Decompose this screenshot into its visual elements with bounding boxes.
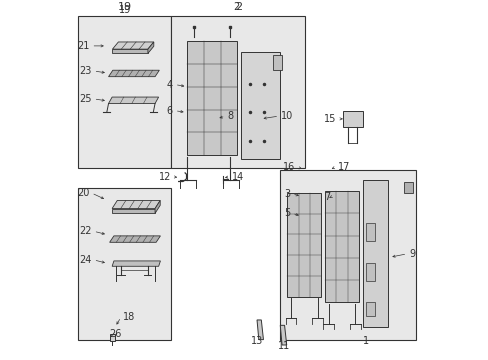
Polygon shape [112, 261, 160, 266]
Bar [366, 223, 374, 241]
Text: 23: 23 [79, 66, 92, 76]
Text: 24: 24 [79, 255, 92, 265]
Bar [187, 41, 237, 156]
Polygon shape [109, 236, 160, 242]
Polygon shape [112, 49, 147, 53]
Text: 18: 18 [122, 312, 135, 322]
Text: 25: 25 [79, 94, 92, 104]
Text: 13: 13 [250, 336, 263, 346]
Polygon shape [257, 320, 263, 339]
Polygon shape [112, 201, 160, 208]
Polygon shape [112, 42, 154, 49]
Text: 5: 5 [284, 208, 290, 218]
Text: 22: 22 [79, 226, 92, 236]
Polygon shape [108, 70, 159, 77]
Text: 21: 21 [77, 41, 89, 51]
Text: 1: 1 [362, 336, 368, 346]
Polygon shape [280, 325, 286, 345]
Text: 3: 3 [284, 189, 290, 199]
Bar [273, 55, 282, 69]
Text: 2: 2 [234, 2, 241, 12]
Bar [342, 111, 362, 127]
Text: 12: 12 [159, 172, 171, 182]
Text: 14: 14 [231, 172, 244, 182]
Text: 17: 17 [337, 162, 349, 172]
Text: 2: 2 [233, 2, 239, 12]
Bar [78, 16, 171, 168]
Polygon shape [155, 201, 160, 213]
Bar [366, 302, 374, 316]
Bar [287, 193, 321, 297]
Text: 16: 16 [283, 162, 295, 172]
Text: 7: 7 [324, 192, 330, 202]
Polygon shape [108, 97, 158, 104]
Bar [362, 180, 387, 327]
Text: 19: 19 [117, 2, 131, 12]
Bar [366, 263, 374, 280]
Polygon shape [147, 42, 154, 53]
Bar [241, 51, 280, 159]
Text: 9: 9 [408, 249, 414, 259]
Bar [325, 191, 358, 302]
Text: 11: 11 [277, 341, 289, 351]
Text: 8: 8 [227, 111, 233, 121]
Text: 4: 4 [166, 80, 173, 90]
Bar [171, 16, 305, 168]
Bar [280, 170, 415, 339]
Bar [78, 188, 171, 339]
Bar [403, 182, 412, 193]
Text: 10: 10 [281, 111, 293, 121]
Text: 15: 15 [324, 114, 336, 124]
Polygon shape [112, 208, 155, 213]
Text: 26: 26 [109, 329, 122, 339]
Text: 6: 6 [166, 105, 173, 116]
Bar [109, 334, 114, 341]
Text: 20: 20 [77, 188, 89, 198]
Text: 19: 19 [118, 5, 130, 15]
